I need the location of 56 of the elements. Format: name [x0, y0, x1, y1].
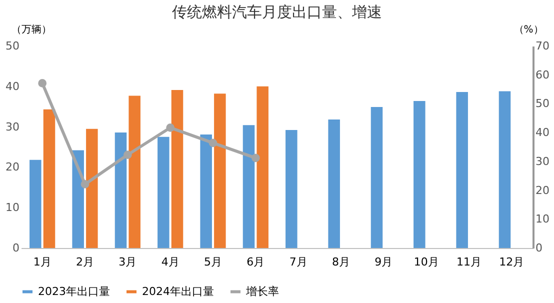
- legend-label: 2024年出口量: [142, 284, 214, 298]
- point: [166, 123, 175, 132]
- y-axis-title: （万辆）: [12, 24, 52, 36]
- point: [80, 180, 90, 188]
- legend-label: 2023年出口量: [38, 284, 110, 298]
- y2-tick-label: 0: [536, 242, 542, 254]
- point: [123, 150, 132, 159]
- y-tick-label: 10: [6, 201, 20, 214]
- x-tick-label: 11月: [456, 256, 482, 268]
- y2-tick-label: 40: [536, 126, 550, 140]
- bar: [86, 128, 98, 248]
- x-tick-label: 4月: [161, 256, 180, 268]
- x-tick-label: 10月: [414, 256, 439, 268]
- bar: [30, 160, 42, 248]
- point: [251, 154, 260, 162]
- bar: [286, 130, 298, 248]
- x-tick-label: 2月: [76, 256, 94, 268]
- point: [208, 138, 218, 148]
- x-tick-label: 9月: [374, 256, 393, 268]
- bar: [242, 125, 255, 248]
- bar: [370, 107, 383, 248]
- y2-axis-title: （%）: [514, 24, 544, 36]
- bar: [128, 96, 140, 248]
- bar: [171, 90, 184, 248]
- y2-tick-label: 20: [536, 184, 550, 197]
- x-tick-label: 12月: [499, 256, 524, 268]
- x-tick-label: 6月: [246, 256, 265, 268]
- y-tick-label: 20: [6, 160, 20, 174]
- x-tick-label: 5月: [204, 256, 222, 268]
- y2-tick-label: 50: [536, 97, 550, 110]
- chart-title: 传统燃料汽车月度出口量、增速: [172, 3, 382, 21]
- bar: [158, 136, 170, 248]
- x-tick-label: 1月: [33, 256, 52, 268]
- bar: [414, 100, 426, 248]
- bar: [456, 92, 468, 248]
- bar: [72, 150, 84, 248]
- x-tick-label: 8月: [332, 256, 350, 268]
- bar: [200, 134, 212, 248]
- y-tick-label: 40: [6, 80, 20, 93]
- y2-tick-label: 30: [536, 154, 550, 168]
- bar: [498, 91, 511, 248]
- bar: [256, 86, 268, 248]
- x-tick-label: 3月: [118, 256, 137, 268]
- bar: [328, 120, 340, 248]
- y2-tick-label: 70: [536, 40, 550, 52]
- y2-tick-label: 60: [536, 68, 550, 82]
- x-tick-label: 7月: [289, 256, 308, 268]
- y2-tick-label: 10: [536, 212, 550, 226]
- bar: [214, 94, 226, 248]
- y-tick-label: 50: [6, 40, 20, 52]
- y-tick-label: 30: [6, 120, 20, 134]
- bar: [114, 132, 127, 248]
- y-tick-label: 0: [12, 242, 20, 254]
- legend-label: 增长率: [245, 284, 279, 298]
- bar: [43, 109, 56, 248]
- point: [38, 79, 47, 88]
